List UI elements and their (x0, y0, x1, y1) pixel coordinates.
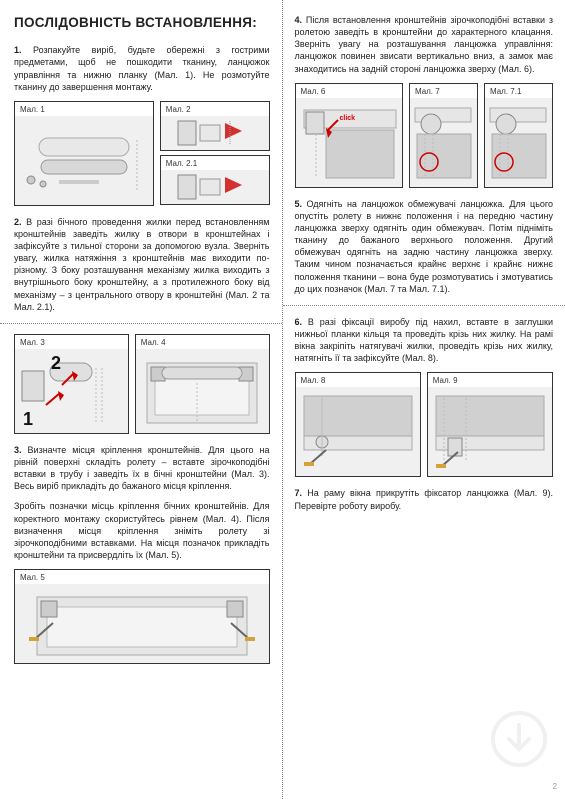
fig1-label: Мал. 1 (15, 102, 153, 116)
step-2-num: 2. (14, 217, 22, 227)
fig21-label: Мал. 2.1 (161, 156, 269, 170)
watermark-icon (489, 709, 549, 769)
figure-2: Мал. 2 (160, 101, 270, 151)
figure-4: Мал. 4 (135, 334, 270, 434)
divider-right (283, 305, 565, 306)
fig8-body (296, 387, 420, 476)
step-5-num: 5. (295, 199, 303, 209)
figure-7-1: Мал. 7.1 (484, 83, 553, 188)
click-label: click (340, 114, 356, 123)
step-6-body: В разі фіксації виробу під нахил, вставт… (295, 317, 554, 363)
fig2-label: Мал. 2 (161, 102, 269, 116)
fig-row-5: Мал. 8 Мал. 9 (295, 372, 554, 477)
fig8-svg (298, 392, 418, 472)
fig4-body (136, 349, 269, 433)
step-6-text: 6. В разі фіксації виробу під нахил, вст… (295, 316, 554, 365)
step-4-body: Після встановлення кронштейнів зірочкопо… (295, 15, 554, 74)
fig4-label: Мал. 4 (136, 335, 269, 349)
fig21-svg (170, 171, 260, 203)
fig1-svg (19, 120, 149, 200)
fig2-svg (170, 117, 260, 149)
fig8-label: Мал. 8 (296, 373, 420, 387)
fig9-label: Мал. 9 (428, 373, 552, 387)
step-7-text: 7. На раму вікна прикрутіть фіксатор лан… (295, 487, 554, 511)
fig4-svg (137, 353, 267, 428)
fig6-body: click (296, 98, 402, 187)
figure-1: Мал. 1 (14, 101, 154, 206)
fig7-svg (411, 102, 476, 182)
step-3-num: 3. (14, 445, 22, 455)
figure-6: Мал. 6 click (295, 83, 403, 188)
step-6-num: 6. (295, 317, 303, 327)
fig7-body (410, 98, 477, 187)
fig6-label: Мал. 6 (296, 84, 402, 98)
step-3a-text: 3. Визначте місця кріплення кронштейнів.… (14, 444, 270, 493)
page-number: 2 (553, 782, 557, 793)
fig5-body (15, 584, 269, 663)
fig5-svg (27, 589, 257, 659)
fig-row-4: Мал. 6 click Мал. 7 (295, 83, 554, 188)
fig-row-1: Мал. 1 Мал. 2 (14, 101, 270, 206)
fig-row-3: Мал. 5 (14, 569, 270, 664)
step-1-text: 1. Розпакуйте виріб, будьте обережні з г… (14, 44, 270, 93)
step-4-num: 4. (295, 15, 303, 25)
step-3b-text: Зробіть позначки місць кріплення бічних … (14, 500, 270, 561)
fig71-body (485, 98, 552, 187)
fig21-body (161, 170, 269, 204)
figure-5: Мал. 5 (14, 569, 270, 664)
fig9-body (428, 387, 552, 476)
fig7-label: Мал. 7 (410, 84, 477, 98)
step-3a-body: Визначте місця кріплення кронштейнів. Дл… (14, 445, 270, 491)
fig3-body: 1 2 (15, 349, 128, 433)
fig71-svg (486, 102, 551, 182)
step-5-text: 5. Одягніть на ланцюжок обмежувачі ланцю… (295, 198, 554, 295)
divider-left (0, 323, 282, 324)
page-title: ПОСЛІДОВНІСТЬ ВСТАНОВЛЕННЯ: (14, 14, 270, 32)
figure-2-1: Мал. 2.1 (160, 155, 270, 205)
fig1-body (15, 116, 153, 205)
step-5-body: Одягніть на ланцюжок обмежувачі ланцюжка… (295, 199, 554, 294)
step-1-body: Розпакуйте виріб, будьте обережні з гост… (14, 45, 270, 91)
fig5-label: Мал. 5 (15, 570, 269, 584)
step-2-body: В разі бічного проведення жилки перед вс… (14, 217, 270, 312)
fig-row-2: Мал. 3 1 2 Мал (14, 334, 270, 434)
step-2-text: 2. В разі бічного проведення жилки перед… (14, 216, 270, 313)
step-7-num: 7. (295, 488, 303, 498)
figure-9: Мал. 9 (427, 372, 553, 477)
step-4-text: 4. Після встановлення кронштейнів зірочк… (295, 14, 554, 75)
step-1-num: 1. (14, 45, 22, 55)
fig2-body (161, 116, 269, 150)
figure-3: Мал. 3 1 2 (14, 334, 129, 434)
figure-7: Мал. 7 (409, 83, 478, 188)
fig3-num2: 2 (51, 351, 61, 375)
fig9-svg (430, 392, 550, 472)
fig71-label: Мал. 7.1 (485, 84, 552, 98)
fig3-num1: 1 (23, 407, 33, 431)
figure-8: Мал. 8 (295, 372, 421, 477)
fig3-label: Мал. 3 (15, 335, 128, 349)
step-7-body: На раму вікна прикрутіть фіксатор ланцюж… (295, 488, 554, 510)
